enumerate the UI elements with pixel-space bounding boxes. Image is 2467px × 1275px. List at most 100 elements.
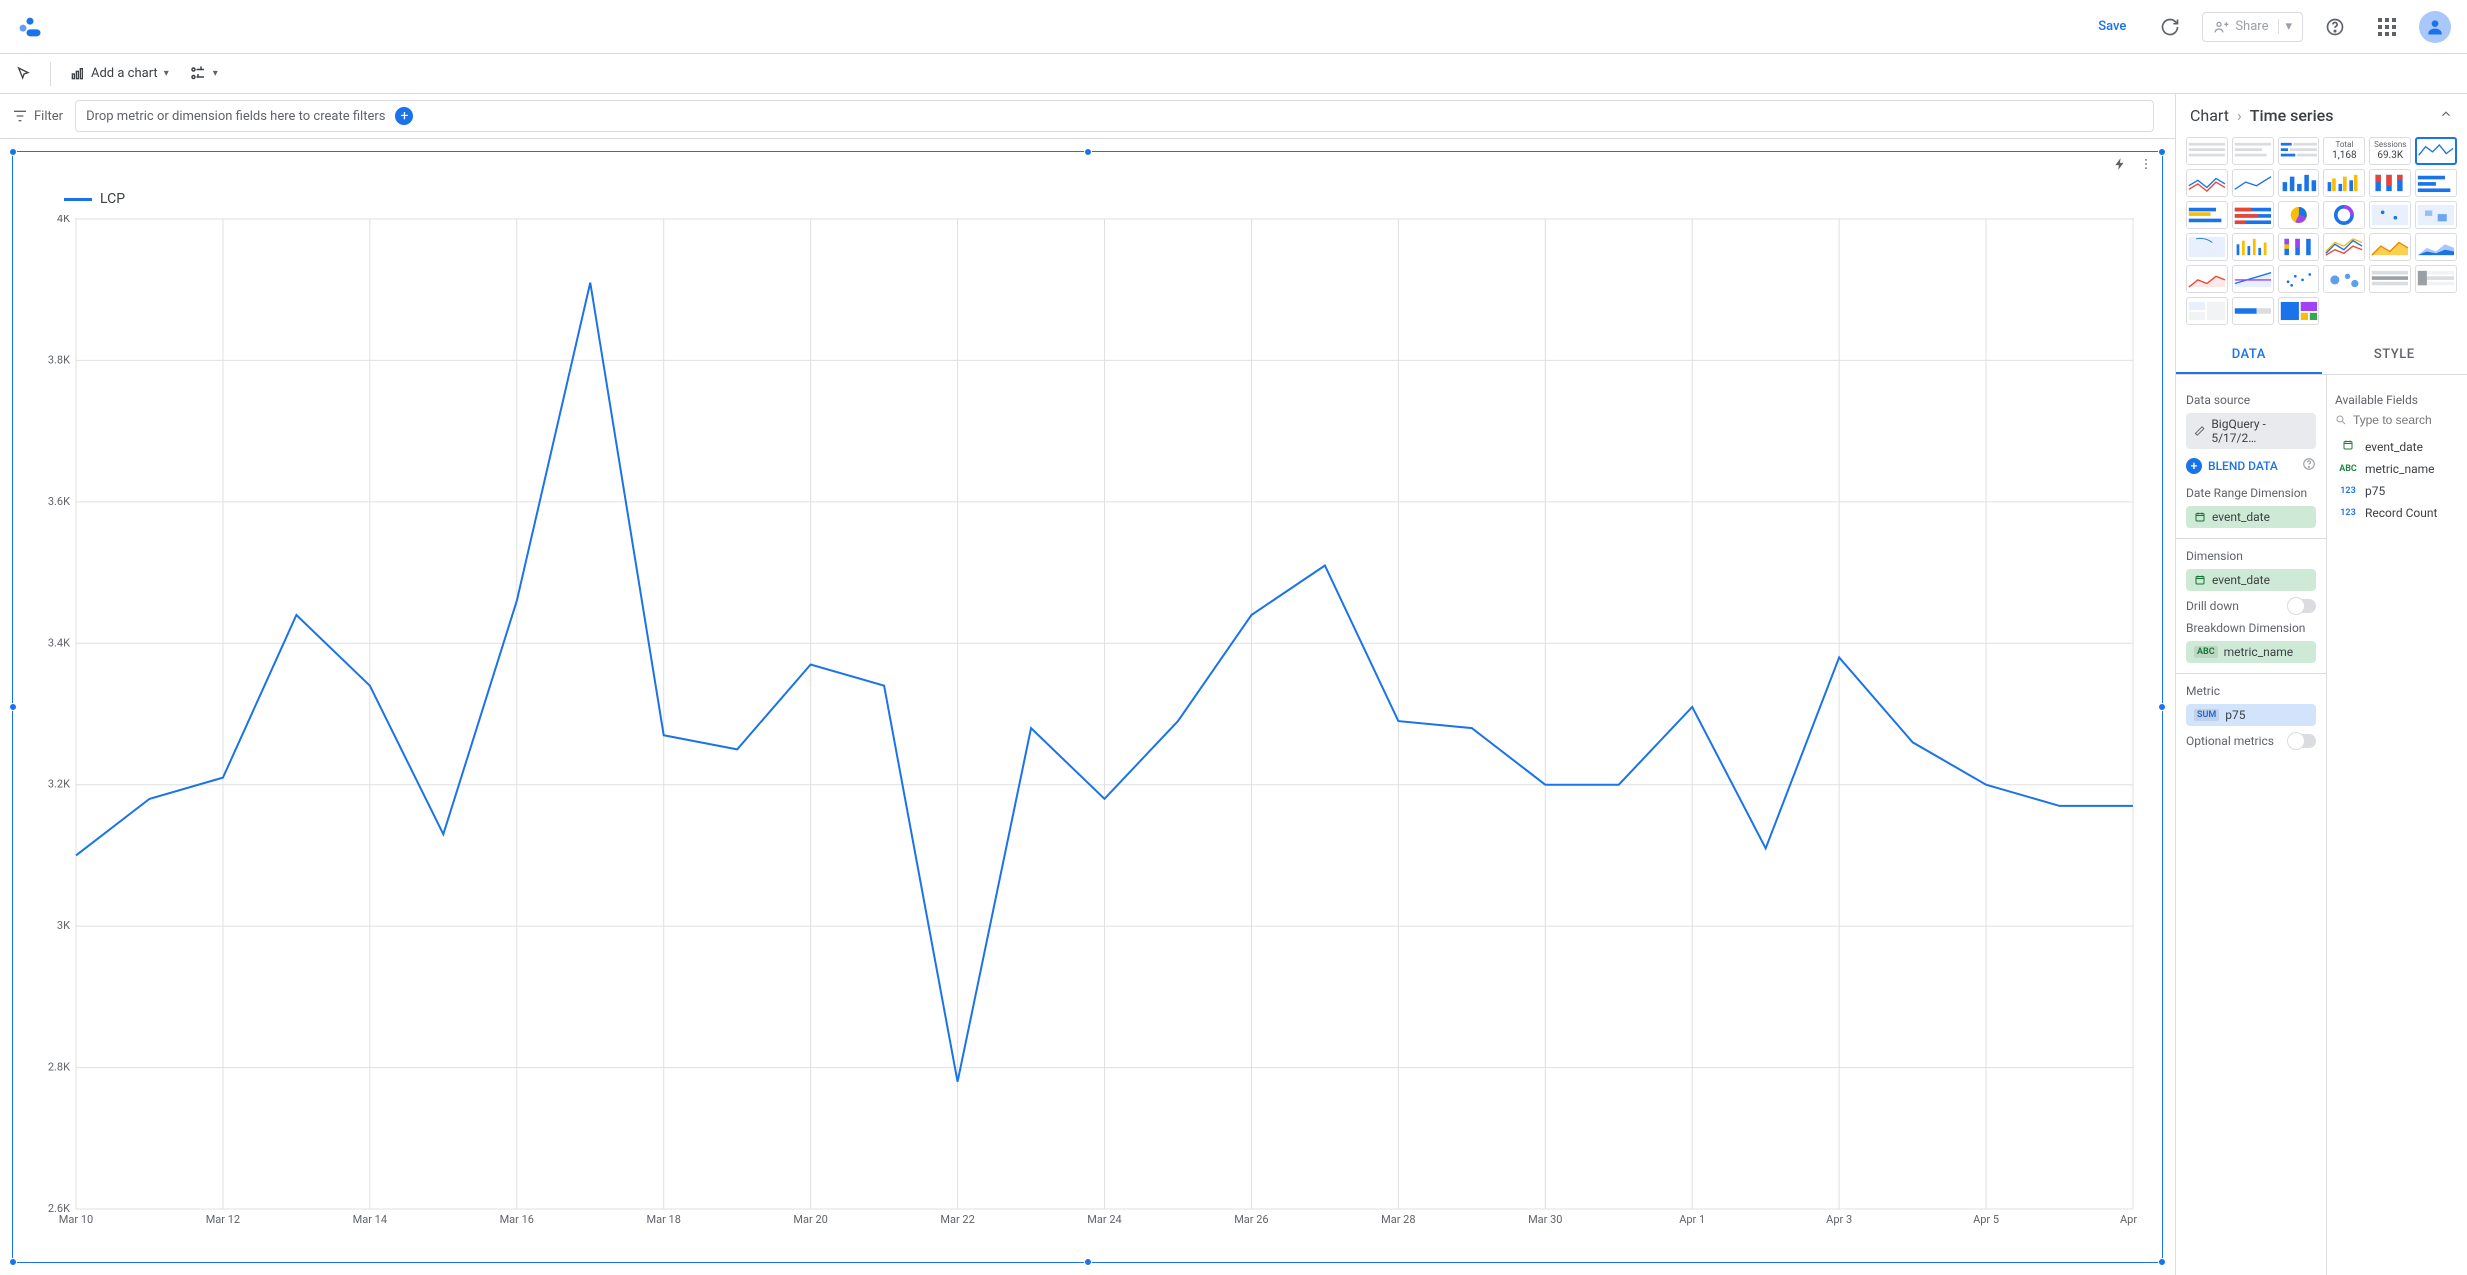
chart-type-option[interactable] xyxy=(2232,169,2274,197)
selection-tool[interactable] xyxy=(8,60,40,88)
chart-type-option[interactable] xyxy=(2278,297,2320,325)
chart-type-option[interactable] xyxy=(2323,265,2365,293)
data-config: Data source BigQuery - 5/17/2… + BLEND D… xyxy=(2176,375,2327,1275)
chart-type-option[interactable] xyxy=(2369,265,2411,293)
date-range-field-chip[interactable]: event_date xyxy=(2186,506,2316,528)
field-item[interactable]: ABCmetric_name xyxy=(2335,458,2459,480)
chart-type-option[interactable] xyxy=(2278,265,2320,293)
config-tabs: DATA STYLE xyxy=(2176,337,2467,375)
chart-type-option[interactable] xyxy=(2323,201,2365,229)
selection-outline xyxy=(12,151,2163,1263)
chart-type-option[interactable] xyxy=(2369,233,2411,261)
report-canvas[interactable]: LCP 2.6K2.8K3K3.2K3.4K3.6K3.8K4KMar 10Ma… xyxy=(0,139,2175,1275)
filter-placeholder: Drop metric or dimension fields here to … xyxy=(86,109,385,124)
chart-type-option[interactable] xyxy=(2415,169,2457,197)
section-dimension: Dimension xyxy=(2186,549,2316,563)
chart-type-option[interactable] xyxy=(2186,169,2228,197)
chart-type-option[interactable] xyxy=(2278,233,2320,261)
breadcrumb-root[interactable]: Chart xyxy=(2190,106,2229,125)
chart-type-option[interactable] xyxy=(2369,201,2411,229)
optional-metrics-toggle[interactable] xyxy=(2288,734,2316,748)
search-input[interactable] xyxy=(2353,413,2459,427)
chart-type-option[interactable] xyxy=(2415,201,2457,229)
resize-handle[interactable] xyxy=(9,703,17,711)
chart-type-option[interactable]: Sessions69.3K xyxy=(2369,137,2411,165)
section-optional-metrics: Optional metrics xyxy=(2186,734,2316,748)
chart-type-picker: Total1,168Sessions69.3K xyxy=(2176,137,2467,333)
chart-type-option[interactable]: Total1,168 xyxy=(2323,137,2365,165)
refresh-icon[interactable] xyxy=(2150,7,2190,47)
resize-handle[interactable] xyxy=(1084,148,1092,156)
tab-style[interactable]: STYLE xyxy=(2322,337,2467,374)
data-source-chip[interactable]: BigQuery - 5/17/2… xyxy=(2186,413,2316,449)
fields-search[interactable] xyxy=(2335,413,2459,427)
resize-handle[interactable] xyxy=(9,148,17,156)
chart-type-option[interactable] xyxy=(2232,265,2274,293)
dimension-field-chip[interactable]: event_date xyxy=(2186,569,2316,591)
blend-data-button[interactable]: + BLEND DATA xyxy=(2186,453,2316,478)
chevron-down-icon: ▾ xyxy=(164,68,169,79)
section-metric: Metric xyxy=(2186,684,2316,698)
save-button[interactable]: Save xyxy=(2086,11,2138,42)
breakdown-field-chip[interactable]: ABC metric_name xyxy=(2186,641,2316,663)
filter-label: Filter xyxy=(8,108,67,124)
available-fields-label: Available Fields xyxy=(2335,393,2459,407)
help-icon[interactable] xyxy=(2315,7,2355,47)
add-filter-icon[interactable]: + xyxy=(395,107,413,125)
resize-handle[interactable] xyxy=(2158,1258,2166,1266)
chart-type-option[interactable] xyxy=(2415,137,2457,165)
chart-type-option[interactable] xyxy=(2232,233,2274,261)
resize-handle[interactable] xyxy=(2158,703,2166,711)
share-dropdown-icon[interactable]: ▾ xyxy=(2278,19,2298,34)
chart-type-option[interactable] xyxy=(2186,137,2228,165)
field-item[interactable]: event_date xyxy=(2335,435,2459,458)
chart-type-option[interactable] xyxy=(2278,201,2320,229)
properties-panel: Chart › Time series Total1,168Sessions69… xyxy=(2175,94,2467,1275)
breadcrumb-current: Time series xyxy=(2250,106,2334,125)
chart-type-option[interactable] xyxy=(2415,265,2457,293)
collapse-panel-icon[interactable] xyxy=(2439,106,2453,125)
chart-type-option[interactable] xyxy=(2186,297,2228,325)
field-item[interactable]: 123Record Count xyxy=(2335,502,2459,524)
chart-type-option[interactable] xyxy=(2186,265,2228,293)
chart-type-option[interactable] xyxy=(2415,233,2457,261)
app-logo[interactable] xyxy=(16,13,44,41)
section-drill-down: Drill down xyxy=(2186,599,2316,613)
section-date-range: Date Range Dimension xyxy=(2186,486,2316,500)
resize-handle[interactable] xyxy=(2158,148,2166,156)
share-button[interactable]: Share ▾ xyxy=(2202,12,2303,42)
app-header: Save Share ▾ xyxy=(0,0,2467,54)
resize-handle[interactable] xyxy=(9,1258,17,1266)
filter-bar: Filter Drop metric or dimension fields h… xyxy=(0,94,2175,139)
panel-breadcrumb: Chart › Time series xyxy=(2176,94,2467,137)
tab-data[interactable]: DATA xyxy=(2176,337,2322,374)
field-item[interactable]: 123p75 xyxy=(2335,480,2459,502)
chart-type-option[interactable] xyxy=(2278,169,2320,197)
chevron-down-icon: ▾ xyxy=(213,68,218,79)
help-icon[interactable] xyxy=(2302,457,2316,474)
drill-down-toggle[interactable] xyxy=(2288,599,2316,613)
apps-icon[interactable] xyxy=(2367,7,2407,47)
chart-type-option[interactable] xyxy=(2232,297,2274,325)
chevron-right-icon: › xyxy=(2237,106,2242,125)
section-breakdown: Breakdown Dimension xyxy=(2186,621,2316,635)
chart-type-option[interactable] xyxy=(2186,233,2228,261)
chart-type-option[interactable] xyxy=(2323,233,2365,261)
chart-type-option[interactable] xyxy=(2232,137,2274,165)
chart-type-option[interactable] xyxy=(2186,201,2228,229)
share-label: Share xyxy=(2235,19,2268,34)
chart-type-option[interactable] xyxy=(2232,201,2274,229)
filter-drop-zone[interactable]: Drop metric or dimension fields here to … xyxy=(75,100,2154,132)
resize-handle[interactable] xyxy=(1084,1258,1092,1266)
editor-toolbar: Add a chart ▾ ▾ xyxy=(0,54,2467,94)
add-chart-label: Add a chart xyxy=(91,66,158,81)
add-control-button[interactable]: ▾ xyxy=(181,59,226,89)
chart-type-option[interactable] xyxy=(2369,169,2411,197)
account-avatar[interactable] xyxy=(2419,11,2451,43)
section-data-source: Data source xyxy=(2186,393,2316,407)
metric-field-chip[interactable]: SUM p75 xyxy=(2186,704,2316,726)
chart-type-option[interactable] xyxy=(2278,137,2320,165)
available-fields: Available Fields event_dateABCmetric_nam… xyxy=(2327,375,2467,1275)
add-chart-button[interactable]: Add a chart ▾ xyxy=(61,60,177,88)
chart-type-option[interactable] xyxy=(2323,169,2365,197)
